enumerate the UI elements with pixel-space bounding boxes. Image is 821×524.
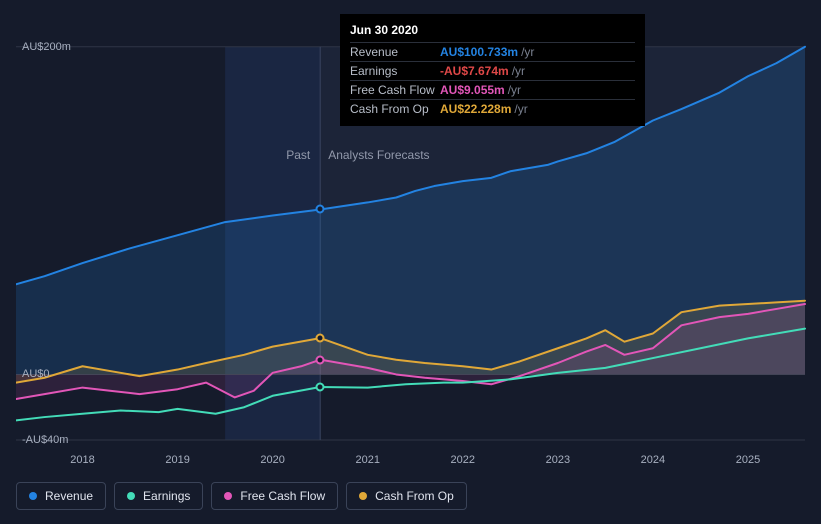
tooltip-date: Jun 30 2020	[350, 20, 635, 42]
cursor-marker-revenue	[316, 205, 325, 214]
legend-item-label: Earnings	[143, 489, 190, 503]
cursor-marker-cash_from_op	[316, 334, 325, 343]
chart-tooltip: Jun 30 2020 RevenueAU$100.733m/yrEarning…	[340, 14, 645, 126]
legend-item-earnings[interactable]: Earnings	[114, 482, 203, 510]
tooltip-row-label: Revenue	[350, 45, 440, 59]
tooltip-row: Cash From OpAU$22.228m/yr	[350, 99, 635, 118]
tooltip-row-value: AU$100.733m	[440, 45, 518, 59]
x-axis-tick: 2019	[165, 454, 189, 466]
x-axis-tick: 2021	[355, 454, 379, 466]
y-axis-tick: -AU$40m	[22, 434, 68, 446]
tooltip-row-unit: /yr	[508, 83, 521, 97]
tooltip-row: RevenueAU$100.733m/yr	[350, 42, 635, 61]
tooltip-row-label: Free Cash Flow	[350, 83, 440, 97]
forecast-label: Analysts Forecasts	[328, 148, 429, 162]
x-axis-tick: 2022	[451, 454, 475, 466]
tooltip-row-unit: /yr	[514, 102, 527, 116]
legend-item-label: Cash From Op	[375, 489, 454, 503]
legend-item-label: Free Cash Flow	[240, 489, 325, 503]
legend-dot-icon	[29, 492, 37, 500]
past-label: Past	[286, 148, 310, 162]
tooltip-row-unit: /yr	[521, 45, 534, 59]
tooltip-row: Earnings-AU$7.674m/yr	[350, 61, 635, 80]
legend-item-cash_from_op[interactable]: Cash From Op	[346, 482, 467, 510]
legend-dot-icon	[359, 492, 367, 500]
tooltip-row-label: Earnings	[350, 64, 440, 78]
tooltip-row-value: AU$9.055m	[440, 83, 505, 97]
legend-dot-icon	[127, 492, 135, 500]
cursor-marker-earnings	[316, 383, 325, 392]
tooltip-row-unit: /yr	[512, 64, 525, 78]
x-axis-tick: 2024	[641, 454, 665, 466]
y-axis-tick: AU$0	[22, 368, 50, 380]
tooltip-row-label: Cash From Op	[350, 102, 440, 116]
x-axis-tick: 2020	[260, 454, 284, 466]
legend-item-free_cash_flow[interactable]: Free Cash Flow	[211, 482, 338, 510]
legend-dot-icon	[224, 492, 232, 500]
x-axis-tick: 2023	[546, 454, 570, 466]
tooltip-row: Free Cash FlowAU$9.055m/yr	[350, 80, 635, 99]
legend-item-label: Revenue	[45, 489, 93, 503]
legend-item-revenue[interactable]: Revenue	[16, 482, 106, 510]
tooltip-row-value: -AU$7.674m	[440, 64, 509, 78]
chart-legend: Revenue Earnings Free Cash Flow Cash From O…	[16, 482, 467, 510]
cursor-marker-free_cash_flow	[316, 355, 325, 364]
x-axis-tick: 2018	[70, 454, 94, 466]
y-axis-tick: AU$200m	[22, 41, 71, 53]
x-axis-tick: 2025	[736, 454, 760, 466]
tooltip-row-value: AU$22.228m	[440, 102, 511, 116]
